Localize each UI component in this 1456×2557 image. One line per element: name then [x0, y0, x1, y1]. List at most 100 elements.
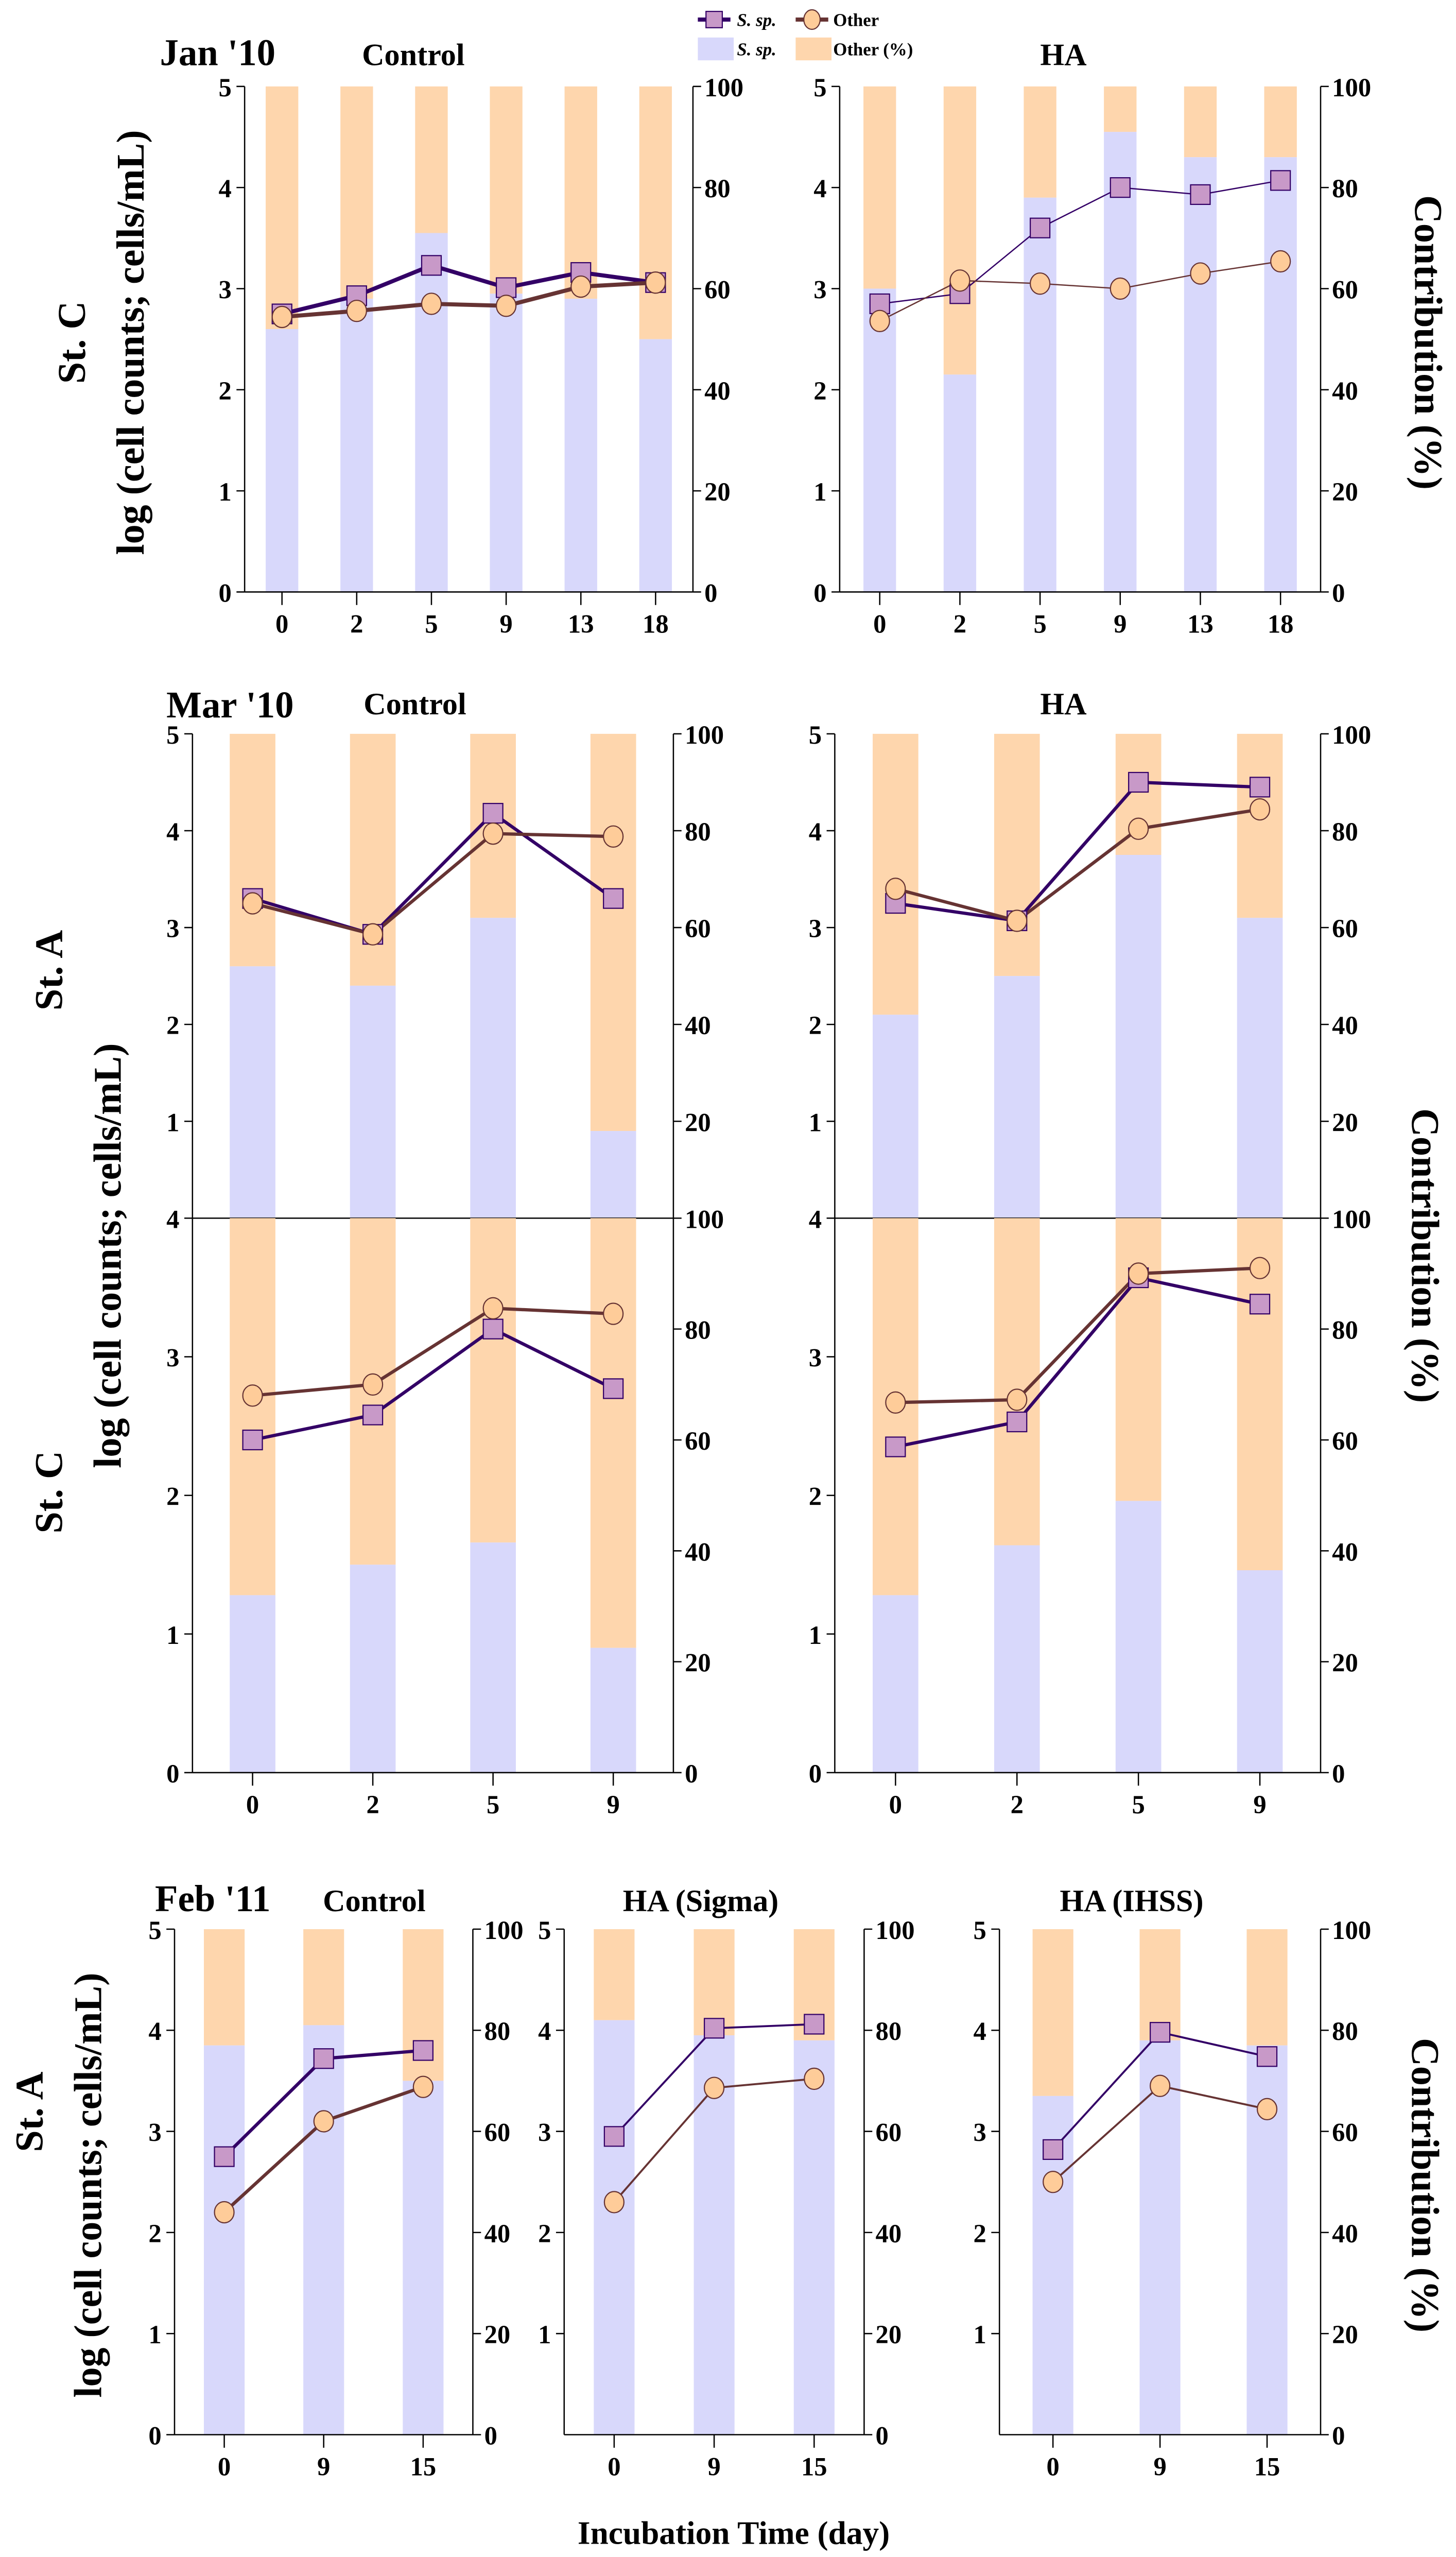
y-tick-label-right: 80: [1332, 1316, 1358, 1345]
bar-sp-percent: [470, 918, 516, 1219]
y-tick-label-right: 100: [1332, 1205, 1371, 1233]
marker-sp: [603, 888, 624, 909]
y-tick-label-right: 80: [484, 2017, 511, 2046]
bar-other-percent: [1032, 1929, 1073, 2096]
bar-sp-percent: [350, 1565, 396, 1773]
panel-title-jan-control: Control: [362, 38, 464, 73]
y-tick-label-right: 20: [1332, 1649, 1358, 1677]
x-tick-label: 2: [954, 610, 966, 639]
bar-other-percent: [590, 1218, 636, 1648]
y-tick-label-right: 0: [704, 578, 717, 607]
bar-sp-percent: [994, 976, 1040, 1219]
x-tick-label: 15: [1254, 2452, 1280, 2481]
marker-other: [412, 2075, 434, 2098]
y-tick-label-left: 5: [538, 1916, 551, 1945]
marker-other: [1128, 817, 1149, 840]
y-tick-label-right: 0: [1332, 578, 1345, 607]
bar-other-percent: [470, 1218, 516, 1543]
x-tick-label: 9: [499, 610, 512, 639]
bar-sp-percent: [994, 1545, 1040, 1773]
y-tick-label-left: 5: [166, 720, 179, 749]
y-tick-label-right: 100: [685, 720, 724, 749]
panel-mar-a-control: 1 2 3 4 5 20 40 60 80 100: [166, 720, 724, 1219]
panel-title-jan-ha: HA: [1040, 38, 1086, 73]
y-tick-label-right: 40: [704, 376, 731, 405]
y-tick-label-left: 0: [166, 1759, 179, 1788]
ylabel-left-feb: log (cell counts; cells/mL): [66, 1972, 110, 2397]
marker-sp: [362, 1404, 384, 1426]
panel-title-feb-ihss: HA (IHSS): [1060, 1884, 1203, 1918]
xlabel: Incubation Time (day): [578, 2515, 890, 2551]
bar-sp-percent: [350, 985, 396, 1219]
x-tick-label: 9: [707, 2452, 720, 2481]
y-tick-label-right: 80: [685, 817, 711, 846]
bar-other-percent: [1115, 1218, 1162, 1501]
y-tick-label-right: 60: [1332, 275, 1358, 304]
x-tick-label: 9: [606, 1790, 619, 1819]
marker-sp: [1150, 2022, 1171, 2043]
y-tick-label-left: 2: [974, 2219, 986, 2248]
y-tick-label-left: 3: [166, 914, 179, 943]
marker-other: [271, 305, 292, 329]
line-other: [895, 1266, 1260, 1404]
panel-feb-control: 0 1 2 3 4 5 0 20 40 60 80 100 0 9 15: [148, 1916, 523, 2481]
line-other: [879, 261, 1281, 322]
x-tick-label: 18: [643, 610, 669, 639]
x-tick-label: 9: [1114, 610, 1126, 639]
panel-title-mar-control: Control: [363, 687, 466, 722]
y-tick-label-right: 0: [685, 1759, 698, 1788]
bar-other-percent: [694, 1929, 735, 2036]
panel-feb-sigma: 1 2 3 4 5 0 20 40 60 80 100 0 9 15: [538, 1916, 914, 2481]
y-tick-label-left: 4: [166, 1205, 179, 1233]
y-tick-label-right: 60: [1332, 1427, 1358, 1455]
y-tick-label-right: 100: [876, 1916, 915, 1945]
bar-sp-percent: [863, 288, 896, 592]
bar-sp-percent: [415, 233, 448, 592]
bar-sp-percent: [943, 374, 977, 592]
bar-other-percent: [943, 86, 977, 375]
bar-other-percent: [1104, 86, 1137, 132]
y-tick-label-left: 0: [148, 2422, 161, 2450]
y-tick-label-left: 4: [538, 2017, 551, 2046]
line-other: [895, 808, 1260, 923]
marker-sp: [495, 277, 517, 298]
marker-other: [482, 1297, 504, 1319]
marker-sp: [1128, 771, 1149, 793]
marker-sp: [1030, 217, 1051, 238]
bar-other-percent: [1246, 1929, 1288, 2046]
marker-other: [214, 2201, 235, 2224]
bar-other-percent: [1237, 733, 1283, 918]
marker-other: [1128, 1262, 1149, 1285]
bar-sp-percent: [1104, 132, 1137, 592]
bar-sp-percent: [490, 294, 523, 592]
line-sp: [252, 811, 614, 936]
marker-other: [1007, 909, 1028, 932]
y-tick-label-right: 60: [876, 2118, 902, 2147]
marker-other: [1249, 1257, 1271, 1279]
marker-sp: [1190, 184, 1211, 205]
y-tick-label-right: 0: [484, 2422, 497, 2450]
bar-other-percent: [415, 86, 448, 233]
marker-sp: [482, 803, 504, 824]
y-tick-label-left: 4: [974, 2017, 986, 2046]
y-tick-label-right: 40: [876, 2219, 902, 2248]
marker-other: [346, 299, 367, 322]
marker-sp: [1270, 170, 1291, 191]
y-tick-label-right: 100: [1332, 1916, 1371, 1945]
x-tick-label: 15: [410, 2452, 437, 2481]
y-tick-label-right: 40: [1332, 1537, 1358, 1566]
ylabel-left-jan: log (cell counts; cells/mL): [109, 130, 152, 555]
marker-other: [362, 923, 384, 946]
y-tick-label-left: 4: [218, 174, 231, 203]
line-sp: [895, 1276, 1260, 1449]
x-tick-label: 13: [568, 610, 594, 639]
marker-other: [242, 1384, 263, 1407]
row-label-mar-a: St. A: [28, 930, 71, 1010]
y-tick-label-left: 1: [809, 1621, 822, 1650]
y-tick-label-right: 40: [1332, 376, 1358, 405]
y-tick-label-right: 20: [1332, 477, 1358, 506]
y-tick-label-left: 5: [974, 1916, 986, 1945]
line-sp: [895, 780, 1260, 923]
y-tick-label-left: 3: [538, 2118, 551, 2147]
